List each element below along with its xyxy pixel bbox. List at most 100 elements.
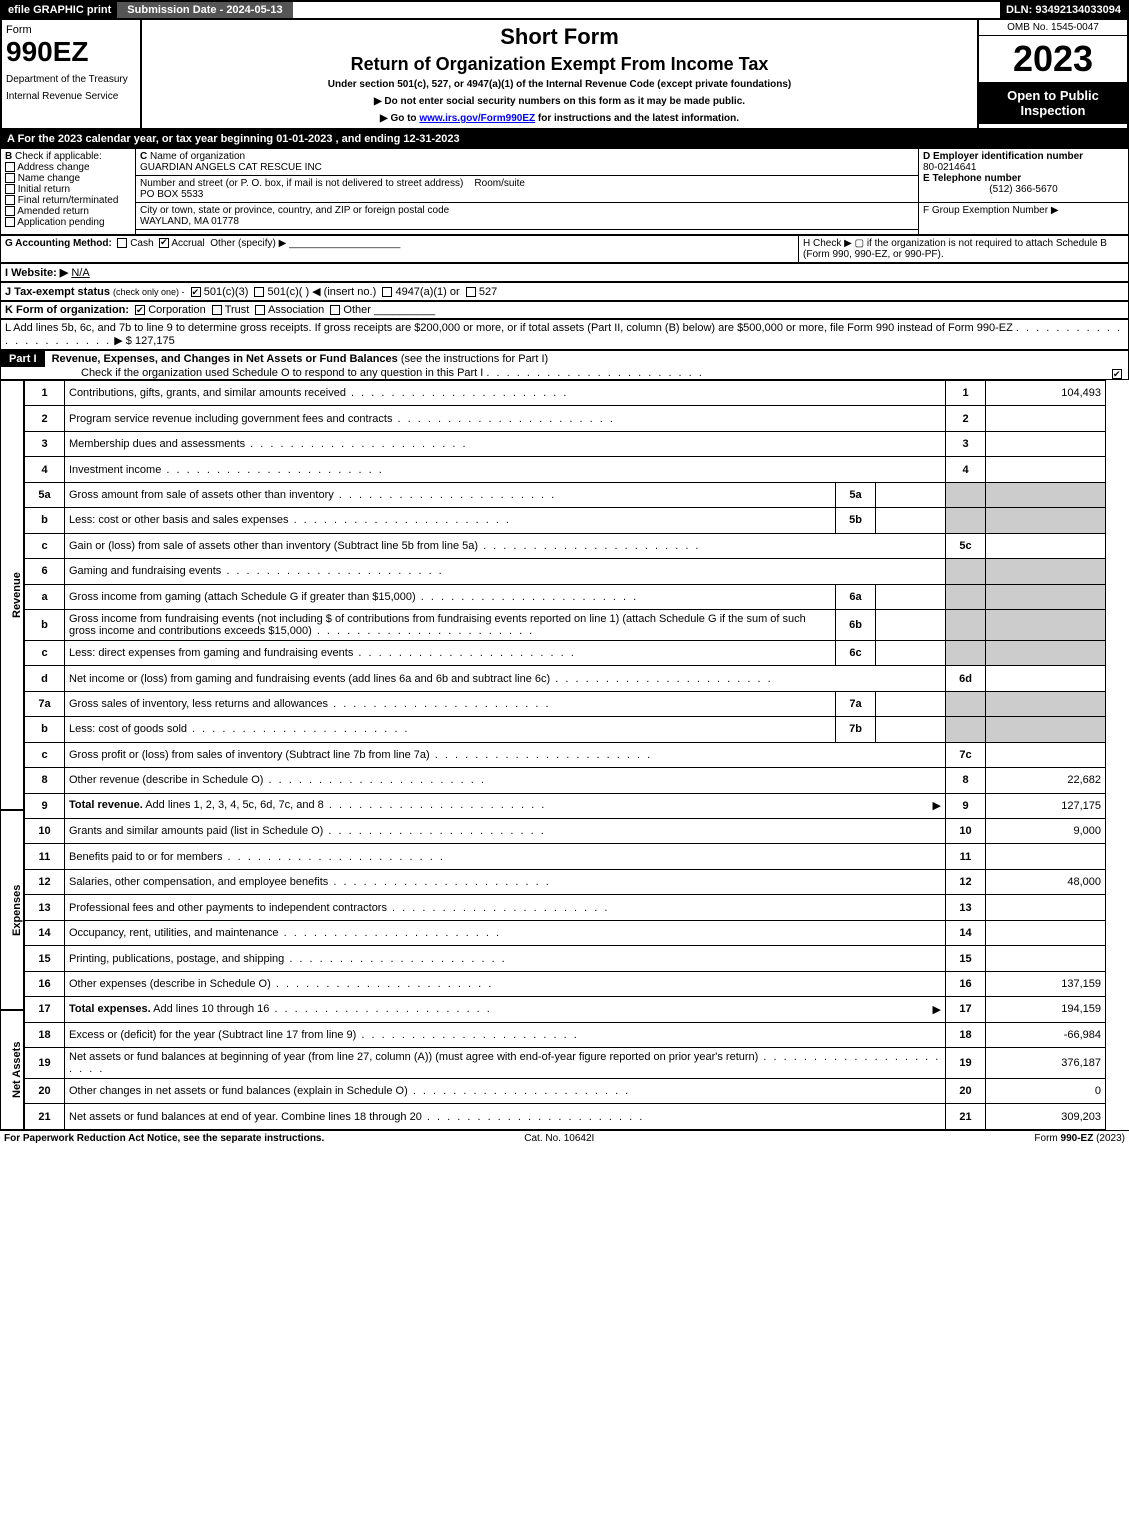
chk-address-change[interactable] bbox=[5, 162, 15, 172]
chk-trust[interactable] bbox=[212, 305, 222, 315]
mid-amount bbox=[876, 610, 946, 641]
dots-icon bbox=[221, 565, 443, 577]
line-desc: Total expenses. Add lines 10 through 16 … bbox=[65, 997, 946, 1022]
line-desc: Salaries, other compensation, and employ… bbox=[65, 869, 946, 894]
dots-icon bbox=[324, 799, 546, 811]
chk-name-change[interactable] bbox=[5, 173, 15, 183]
g-h-table: G Accounting Method: Cash Accrual Other … bbox=[0, 235, 1129, 263]
arrow-icon: ▶ bbox=[933, 1003, 941, 1016]
dots-icon bbox=[408, 1085, 630, 1097]
mid-line-number: 7b bbox=[836, 717, 876, 742]
website-value: N/A bbox=[71, 267, 89, 279]
ein-value: 80-0214641 bbox=[923, 162, 976, 173]
lbl-app-pending: Application pending bbox=[17, 217, 104, 228]
chk-corporation[interactable] bbox=[135, 305, 145, 315]
line-desc: Excess or (deficit) for the year (Subtra… bbox=[65, 1022, 946, 1047]
amount-value: 137,159 bbox=[986, 971, 1106, 996]
chk-accrual[interactable] bbox=[159, 238, 169, 248]
line-row: 19Net assets or fund balances at beginni… bbox=[25, 1048, 1106, 1079]
line-number: 20 bbox=[25, 1078, 65, 1103]
chk-association[interactable] bbox=[255, 305, 265, 315]
right-line-number: 21 bbox=[946, 1104, 986, 1130]
mid-amount bbox=[876, 482, 946, 507]
amount-value: 104,493 bbox=[986, 381, 1106, 406]
shaded-cell bbox=[986, 584, 1106, 609]
dept-treasury: Department of the Treasury bbox=[6, 74, 136, 85]
chk-501c[interactable] bbox=[254, 287, 264, 297]
sec-j: J Tax-exempt status (check only one) - 5… bbox=[0, 282, 1129, 301]
dots-icon bbox=[187, 723, 409, 735]
sec-j-label: J Tax-exempt status bbox=[5, 286, 110, 298]
line-row: 6Gaming and fundraising events bbox=[25, 559, 1106, 584]
amount-value: 48,000 bbox=[986, 869, 1106, 894]
chk-initial-return[interactable] bbox=[5, 184, 15, 194]
chk-app-pending[interactable] bbox=[5, 217, 15, 227]
chk-sched-o[interactable] bbox=[1112, 369, 1122, 379]
shaded-cell bbox=[946, 559, 986, 584]
lines-table: 1Contributions, gifts, grants, and simil… bbox=[24, 380, 1106, 1130]
part1-label: Part I bbox=[1, 351, 45, 367]
mid-line-number: 6b bbox=[836, 610, 876, 641]
shaded-cell bbox=[946, 508, 986, 533]
line-desc: Grants and similar amounts paid (list in… bbox=[65, 819, 946, 844]
lbl-527: 527 bbox=[479, 286, 497, 298]
lbl-cash: Cash bbox=[130, 238, 153, 249]
right-line-number: 14 bbox=[946, 920, 986, 945]
dots-icon bbox=[312, 625, 534, 637]
dots-icon bbox=[550, 673, 772, 685]
sec-l-arrow: ▶ $ bbox=[114, 335, 132, 347]
line-number: 4 bbox=[25, 457, 65, 482]
amount-value: 9,000 bbox=[986, 819, 1106, 844]
dots-icon bbox=[263, 774, 485, 786]
line-number: 18 bbox=[25, 1022, 65, 1047]
right-line-number: 7c bbox=[946, 742, 986, 767]
dots-icon bbox=[284, 953, 506, 965]
line-desc: Net assets or fund balances at beginning… bbox=[65, 1048, 946, 1079]
line-number: 21 bbox=[25, 1104, 65, 1130]
part1-header: Part I Revenue, Expenses, and Changes in… bbox=[0, 350, 1129, 380]
line-row: 5aGross amount from sale of assets other… bbox=[25, 482, 1106, 507]
mid-amount bbox=[876, 691, 946, 716]
chk-527[interactable] bbox=[466, 287, 476, 297]
irs-link[interactable]: www.irs.gov/Form990EZ bbox=[419, 113, 535, 124]
line-desc: Printing, publications, postage, and shi… bbox=[65, 946, 946, 971]
lbl-4947: 4947(a)(1) or bbox=[395, 286, 459, 298]
line-desc: Gain or (loss) from sale of assets other… bbox=[65, 533, 946, 558]
lbl-initial-return: Initial return bbox=[18, 184, 70, 195]
chk-501c3[interactable] bbox=[191, 287, 201, 297]
chk-cash[interactable] bbox=[117, 238, 127, 248]
line-number: 1 bbox=[25, 381, 65, 406]
line-number: d bbox=[25, 666, 65, 691]
line-row: aGross income from gaming (attach Schedu… bbox=[25, 584, 1106, 609]
line-number: b bbox=[25, 717, 65, 742]
line-desc: Gross sales of inventory, less returns a… bbox=[65, 691, 836, 716]
line-row: 10Grants and similar amounts paid (list … bbox=[25, 819, 1106, 844]
chk-other-org[interactable] bbox=[330, 305, 340, 315]
chk-final-return[interactable] bbox=[5, 195, 15, 205]
telephone-value: (512) 366-5670 bbox=[923, 184, 1124, 195]
chk-4947[interactable] bbox=[382, 287, 392, 297]
right-line-number: 12 bbox=[946, 869, 986, 894]
section-a: A For the 2023 calendar year, or tax yea… bbox=[0, 130, 1129, 148]
chk-amended-return[interactable] bbox=[5, 206, 15, 216]
form-main-title: Return of Organization Exempt From Incom… bbox=[146, 54, 973, 75]
shaded-cell bbox=[986, 508, 1106, 533]
instr-post: for instructions and the latest informat… bbox=[535, 113, 739, 124]
lbl-address-change: Address change bbox=[17, 162, 89, 173]
line-row: bLess: cost or other basis and sales exp… bbox=[25, 508, 1106, 533]
line-number: c bbox=[25, 533, 65, 558]
dots-icon bbox=[328, 698, 550, 710]
line-row: 21Net assets or fund balances at end of … bbox=[25, 1104, 1106, 1130]
form-id-block: Form 990EZ Department of the Treasury In… bbox=[2, 20, 142, 128]
name-of-org-label: Name of organization bbox=[150, 151, 245, 162]
line-number: 3 bbox=[25, 431, 65, 456]
sec-h-text: H Check ▶ ▢ if the organization is not r… bbox=[803, 238, 1107, 260]
city-label: City or town, state or province, country… bbox=[140, 205, 449, 216]
dept-irs: Internal Revenue Service bbox=[6, 91, 136, 102]
right-line-number: 13 bbox=[946, 895, 986, 920]
amount-value: 376,187 bbox=[986, 1048, 1106, 1079]
line-desc: Membership dues and assessments bbox=[65, 431, 946, 456]
dots-icon bbox=[416, 591, 638, 603]
dots-icon bbox=[353, 647, 575, 659]
amount-value bbox=[986, 844, 1106, 869]
